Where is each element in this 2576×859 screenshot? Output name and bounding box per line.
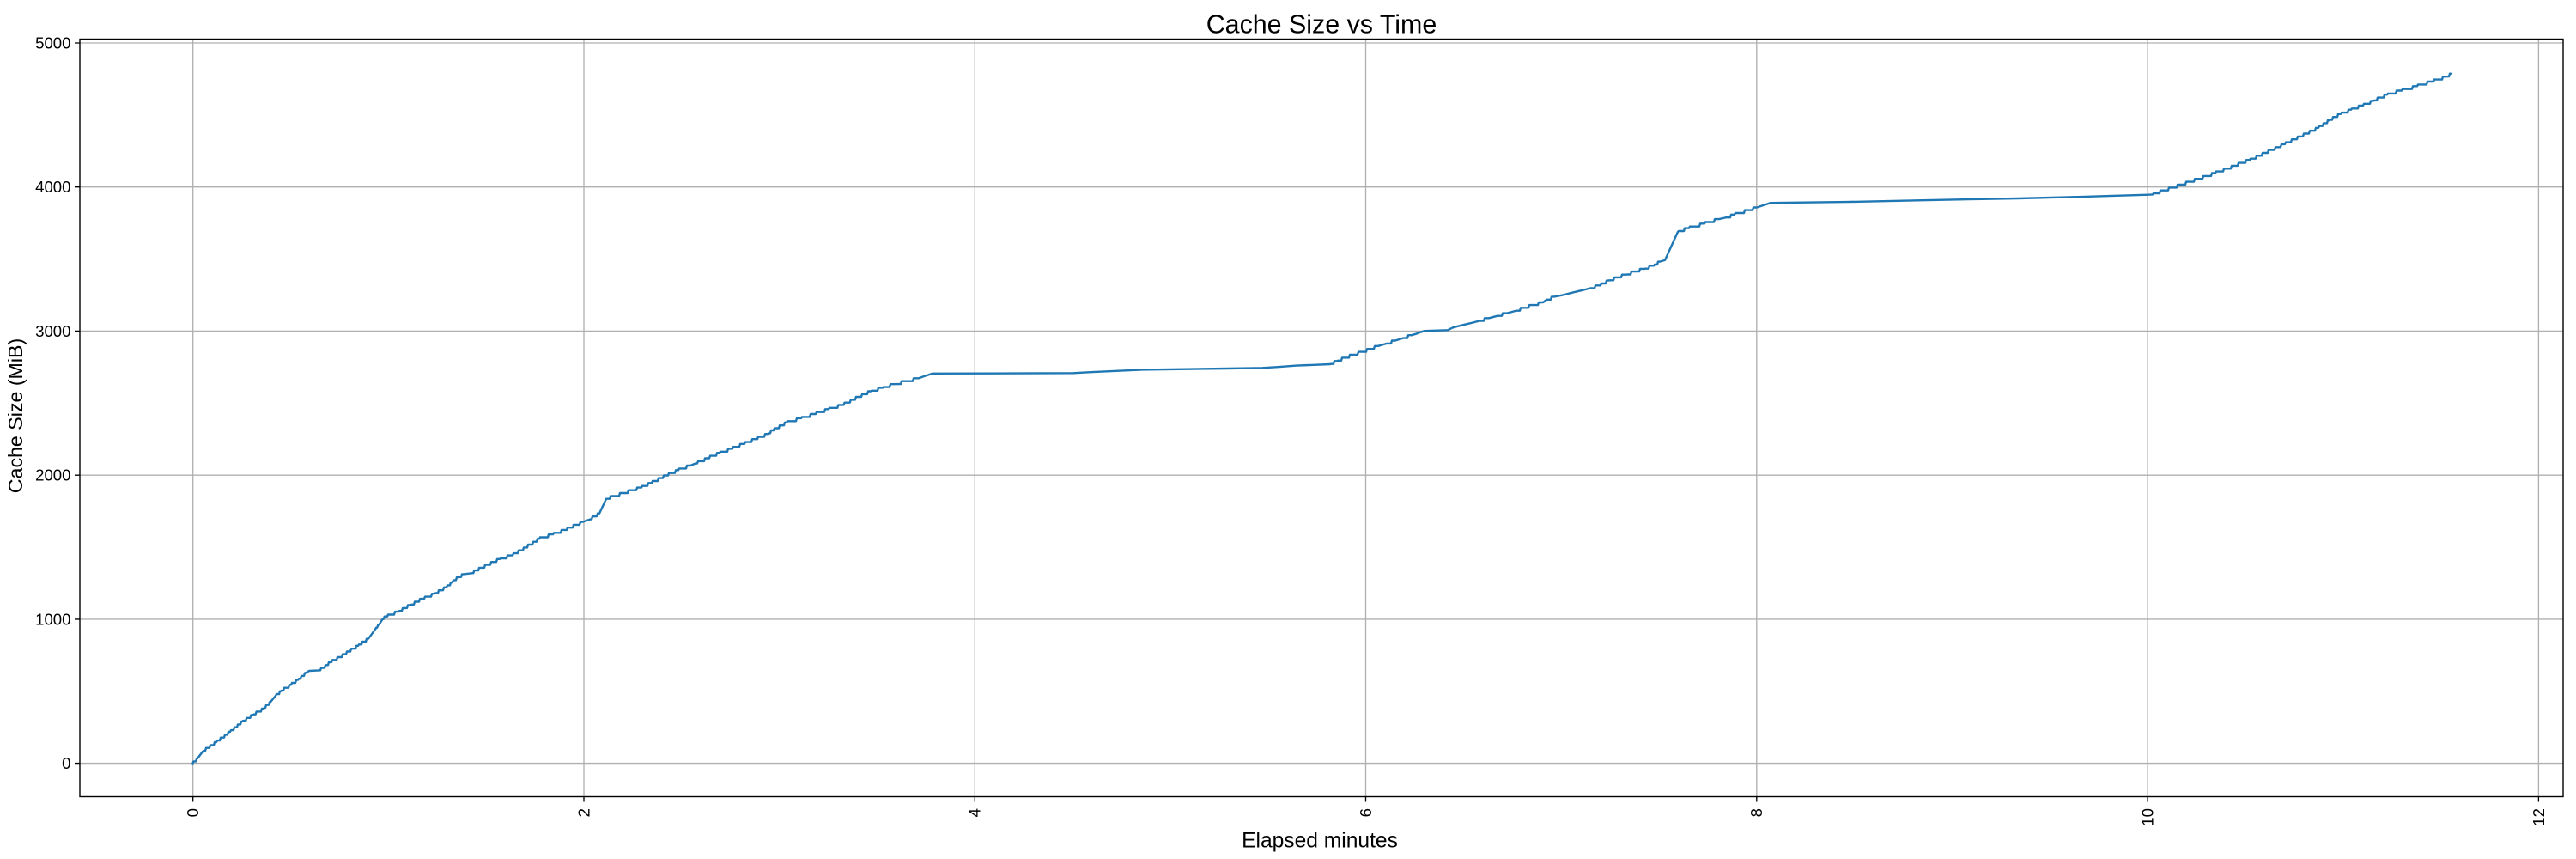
svg-text:8: 8 [1747,808,1765,817]
svg-text:5000: 5000 [35,34,70,52]
svg-text:10: 10 [2139,808,2157,826]
svg-text:12: 12 [2530,808,2548,826]
svg-text:Cache Size vs Time: Cache Size vs Time [1206,10,1437,40]
svg-text:2000: 2000 [35,466,70,484]
svg-text:4000: 4000 [35,178,70,196]
svg-text:4: 4 [966,808,984,817]
svg-text:0: 0 [62,754,70,772]
svg-text:Cache Size (MiB): Cache Size (MiB) [4,338,27,493]
svg-text:3000: 3000 [35,322,70,340]
svg-text:0: 0 [184,808,202,817]
svg-text:1000: 1000 [35,610,70,628]
svg-text:6: 6 [1357,808,1375,817]
svg-text:Elapsed minutes: Elapsed minutes [1242,830,1398,853]
svg-text:2: 2 [574,808,592,817]
